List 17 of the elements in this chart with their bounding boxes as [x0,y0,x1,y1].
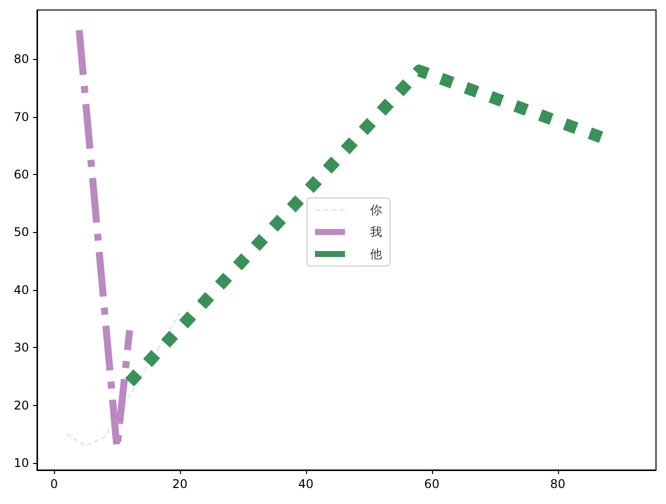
y-tick-label: 20 [14,398,29,412]
legend-label: 你 [369,203,382,217]
y-tick-label: 50 [14,225,29,240]
y-tick-label: 80 [14,52,29,66]
y-tick-label: 60 [14,167,29,182]
y-tick-label: 40 [14,282,29,297]
legend-label: 他 [370,247,382,261]
y-tick-label: 70 [14,110,29,124]
y-tick-label: 10 [14,456,29,470]
x-tick-label: 60 [424,477,440,491]
x-tick-label: 0 [50,477,58,491]
x-tick-label: 40 [298,477,314,491]
line-series [66,312,181,446]
x-tick-label: 80 [550,477,566,491]
legend-label: 我 [370,225,382,239]
y-tick-label: 30 [14,340,29,355]
x-tick-label: 20 [172,477,188,491]
